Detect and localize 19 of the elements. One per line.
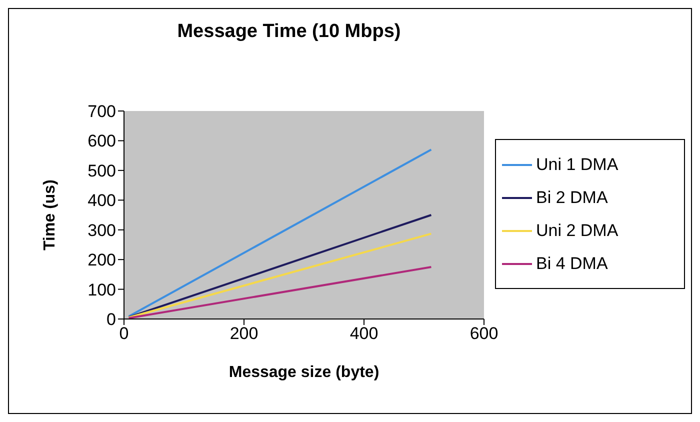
y-axis-title: Time (us) (42, 180, 59, 250)
x-tick-label: 600 (470, 324, 498, 344)
y-tick-label: 700 (88, 102, 116, 122)
x-tick-label: 0 (119, 324, 129, 344)
y-tick-label: 0 (106, 310, 116, 330)
x-tick-label: 200 (230, 324, 258, 344)
x-tick-label: 400 (350, 324, 378, 344)
legend-label: Uni 1 DMA (536, 154, 618, 174)
y-tick-label: 200 (88, 250, 116, 270)
y-tick-label: 600 (88, 132, 116, 151)
chart-title: Message Time (10 Mbps) (176, 21, 402, 43)
legend-label: Bi 4 DMA (536, 254, 608, 274)
x-axis-title: Message size (byte) (228, 364, 380, 381)
y-tick-label: 500 (88, 161, 116, 180)
y-tick-label: 300 (88, 220, 116, 240)
legend-label: Bi 2 DMA (536, 188, 608, 208)
y-tick-label: 400 (88, 191, 116, 210)
y-tick-label: 100 (88, 280, 116, 300)
legend-label: Uni 2 DMA (536, 220, 618, 240)
